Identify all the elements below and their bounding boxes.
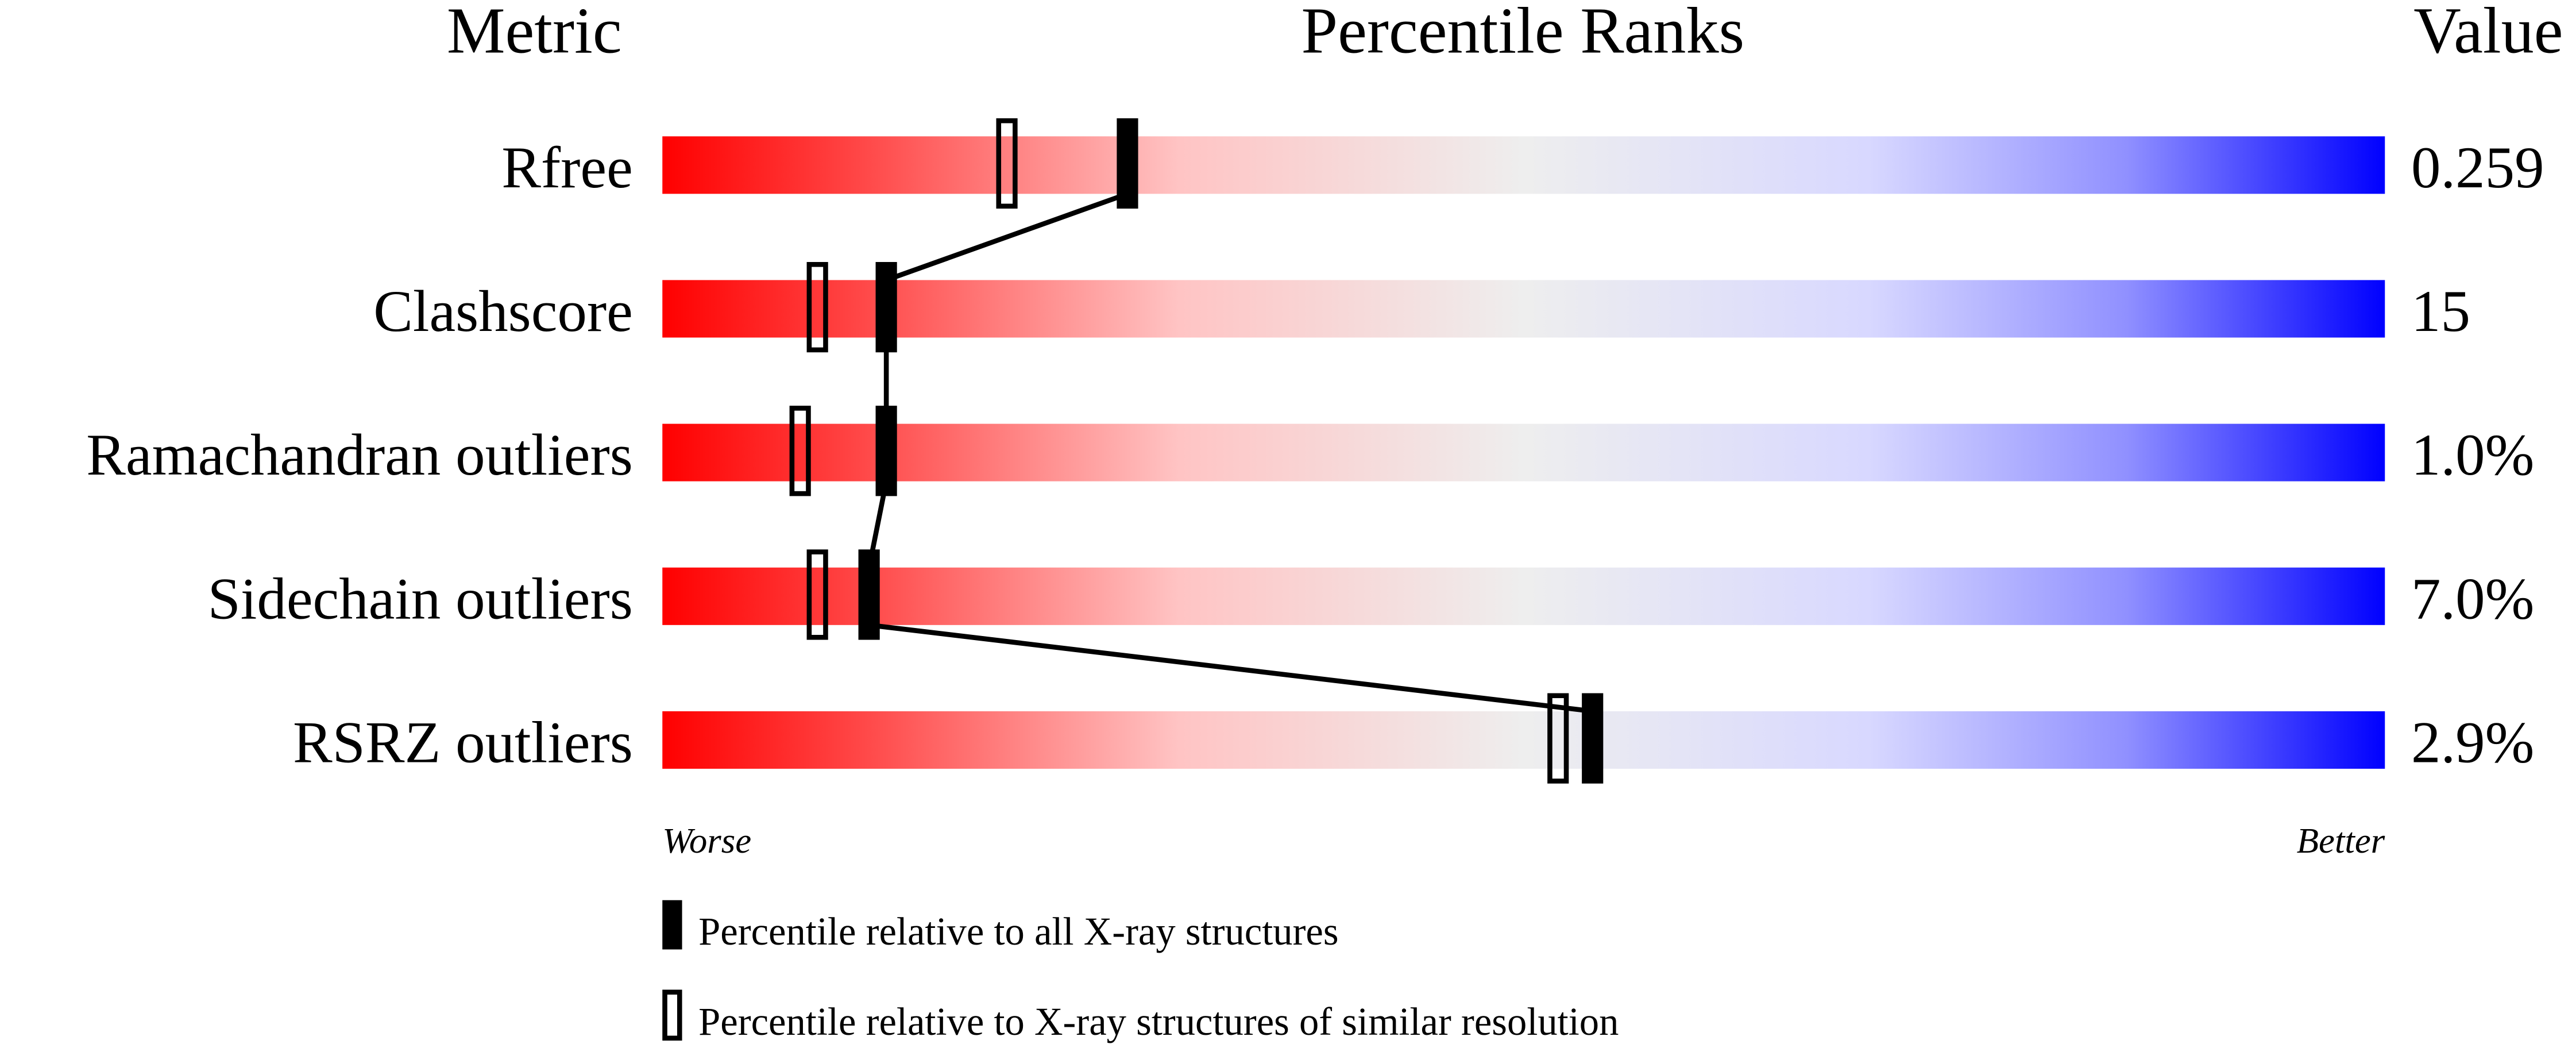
percentile-bar [662, 711, 2385, 769]
marker-similar-resolution [1547, 693, 1569, 784]
metric-label: Rfree [501, 135, 633, 201]
percentile-bar [662, 567, 2385, 625]
header-value: Value [2413, 0, 2563, 67]
legend-label-all: Percentile relative to all X-ray structu… [698, 910, 1338, 953]
header-percentile-ranks: Percentile Ranks [1301, 0, 1745, 67]
percentile-bar [662, 280, 2385, 338]
metric-value: 0.259 [2411, 135, 2544, 201]
marker-similar-resolution [996, 118, 1018, 209]
marker-all-structures [1117, 118, 1138, 209]
marker-all-structures [875, 262, 897, 353]
header-metric: Metric [447, 0, 622, 67]
percentile-bar [662, 423, 2385, 481]
metric-label: Clashscore [373, 279, 633, 344]
metric-label: Ramachandran outliers [86, 422, 633, 488]
axis-label-worse: Worse [662, 820, 751, 861]
marker-all-structures [858, 549, 880, 640]
connector-line [868, 622, 1593, 714]
marker-all-structures [875, 406, 897, 496]
metric-value: 1.0% [2411, 422, 2534, 488]
metric-value: 15 [2411, 279, 2470, 344]
metric-value: 7.0% [2411, 566, 2534, 631]
connector-line [885, 191, 1129, 283]
percentile-bar [662, 136, 2385, 194]
legend-filled-marker [662, 900, 682, 950]
marker-similar-resolution [806, 549, 828, 640]
marker-similar-resolution [806, 261, 828, 353]
marker-similar-resolution [789, 406, 811, 496]
axis-label-better: Better [2297, 820, 2385, 861]
metric-label: RSRZ outliers [293, 710, 633, 776]
marker-all-structures [1582, 693, 1604, 784]
legend-label-similar: Percentile relative to X-ray structures … [698, 1000, 1619, 1043]
legend-open-marker [662, 989, 682, 1041]
metric-label: Sidechain outliers [208, 566, 633, 631]
metric-value: 2.9% [2411, 710, 2534, 776]
